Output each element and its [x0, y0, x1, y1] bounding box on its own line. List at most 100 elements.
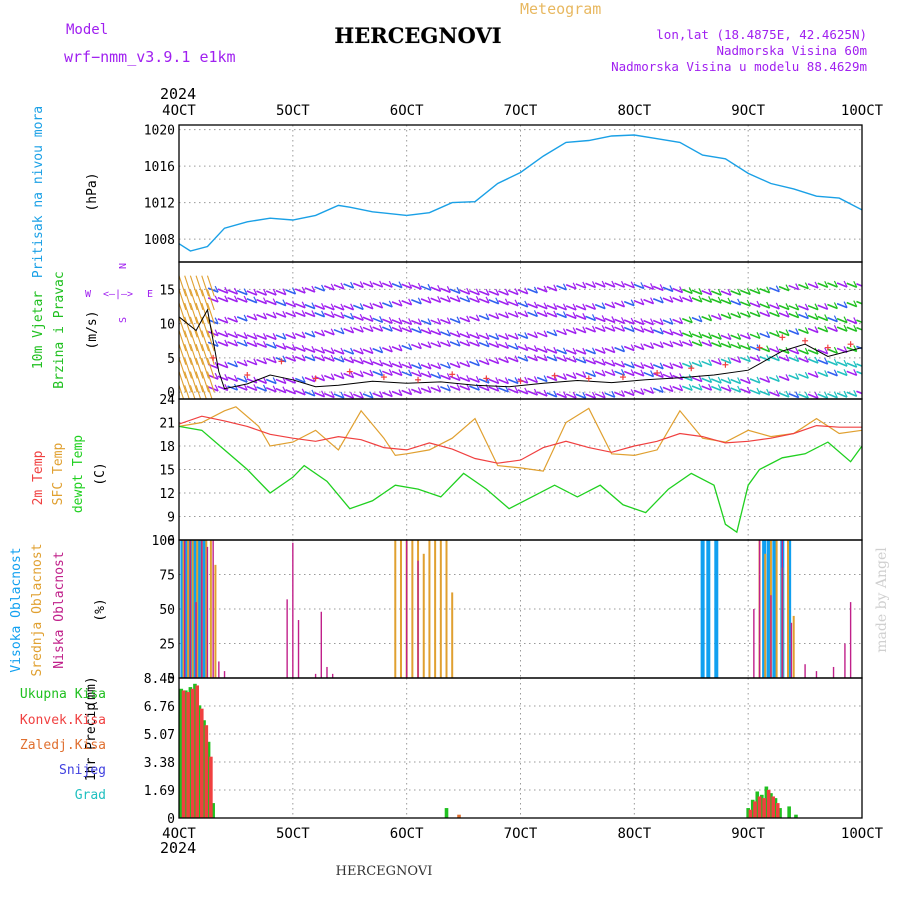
wind-barb-feather — [708, 288, 713, 296]
wind-barb-feather — [620, 317, 626, 324]
wind-barb-feather — [359, 370, 364, 377]
wind-barb-feather — [437, 284, 442, 292]
wind-barb — [710, 298, 722, 304]
wind-barb-feather — [737, 333, 742, 340]
wind-barb-feather — [369, 347, 374, 354]
wind-barb — [488, 342, 500, 349]
wind-barb — [556, 356, 567, 362]
wind-barb-feather — [282, 355, 287, 363]
wind-barb-feather — [224, 316, 229, 324]
wind-barb — [720, 386, 732, 392]
wind-barb-feather — [814, 326, 819, 333]
wind-barb-feather — [543, 354, 548, 361]
wind-barb — [217, 375, 229, 381]
wind-barb — [817, 359, 829, 365]
cloud-bar — [762, 540, 767, 678]
strong-wind-barb — [201, 289, 210, 311]
wind-barb — [846, 282, 858, 288]
wind-barb — [285, 289, 296, 295]
wind-barb-feather — [737, 342, 742, 349]
wind-barb-feather — [514, 386, 519, 394]
cloud-bar — [223, 671, 226, 678]
wind-barb — [594, 371, 606, 377]
wind-barb — [236, 333, 248, 340]
wind-barb — [391, 301, 403, 307]
wind-barb-feather — [553, 284, 558, 292]
wind-barb-feather — [253, 296, 258, 304]
wind-barb-feather — [543, 302, 548, 309]
wind-barb — [710, 314, 722, 321]
wind-barb — [401, 319, 412, 326]
wind-barb-feather — [650, 326, 655, 334]
wind-barb-feather — [388, 345, 393, 352]
wind-barb — [681, 317, 693, 324]
wind-barb-feather — [853, 360, 858, 368]
wind-barb — [769, 286, 780, 293]
wind-barb — [546, 375, 558, 382]
cloud-bar — [399, 540, 402, 678]
wind-barb — [536, 331, 548, 338]
wind-barb-feather — [717, 358, 722, 365]
wind-barb-feather — [620, 300, 626, 308]
wind-barb-feather — [456, 316, 461, 324]
wind-barb-feather — [814, 313, 819, 320]
wind-barb-feather — [485, 313, 490, 320]
wind-barb-feather — [495, 377, 500, 384]
wind-barb — [507, 312, 519, 318]
wind-barb-feather — [379, 369, 384, 376]
cloud-bar — [206, 546, 209, 678]
wind-barb — [343, 393, 354, 399]
wind-barb-feather — [630, 361, 635, 369]
temp2m-line — [179, 415, 862, 464]
wind-barb-feather — [485, 340, 490, 347]
wind-barb — [643, 343, 654, 350]
y-tick-label: 9 — [167, 511, 175, 526]
wind-barb-feather — [524, 344, 529, 351]
wind-barb-feather — [698, 295, 703, 303]
wind-barb — [527, 390, 538, 396]
wind-barb — [633, 327, 645, 333]
wind-barb — [430, 286, 441, 293]
wind-barb-feather — [785, 347, 790, 354]
wind-barb — [846, 370, 858, 377]
temp2m-axis-label: 2m Temp — [31, 450, 46, 505]
wind-barb — [681, 341, 693, 347]
wind-barb — [681, 362, 693, 369]
wind-barb-feather — [408, 362, 413, 369]
location-title: HERCEGNOVI — [334, 23, 501, 48]
wind-barb — [372, 317, 383, 324]
cloud-bar — [212, 540, 214, 678]
wind-barb — [575, 314, 587, 321]
wind-barb-feather — [243, 288, 248, 295]
wind-barb-feather — [737, 298, 742, 306]
wind-barb-feather — [417, 282, 422, 290]
wind-barb-feather — [321, 329, 326, 337]
wind-barb — [614, 318, 625, 325]
wind-barb — [546, 348, 558, 354]
wind-barb-feather — [466, 287, 471, 295]
wind-barb — [207, 287, 219, 293]
precip-bar — [769, 793, 773, 818]
wind-barb — [265, 290, 277, 296]
cloud-bar — [706, 540, 711, 678]
wind-barb-feather — [756, 354, 761, 362]
wind-barb — [701, 333, 712, 340]
wind-barb — [488, 358, 500, 365]
wind-barb — [730, 300, 741, 306]
wind-barb-feather — [417, 297, 422, 305]
wind-barb — [565, 393, 577, 399]
wind-barb-feather — [669, 362, 674, 369]
wind-barb — [517, 356, 529, 362]
wind-barb-feather — [562, 283, 568, 290]
wind-barb — [256, 342, 267, 348]
wind-barb — [749, 356, 761, 362]
wind-barb-feather — [214, 340, 219, 347]
wind-barb-feather — [843, 369, 848, 376]
wind-barb-feather — [495, 288, 500, 296]
wind-barb-feather — [775, 389, 780, 397]
wind-barb-feather — [698, 331, 703, 339]
wind-barb-feather — [427, 283, 432, 291]
wind-barb-feather — [640, 282, 645, 289]
wind-barb-feather — [311, 302, 316, 309]
